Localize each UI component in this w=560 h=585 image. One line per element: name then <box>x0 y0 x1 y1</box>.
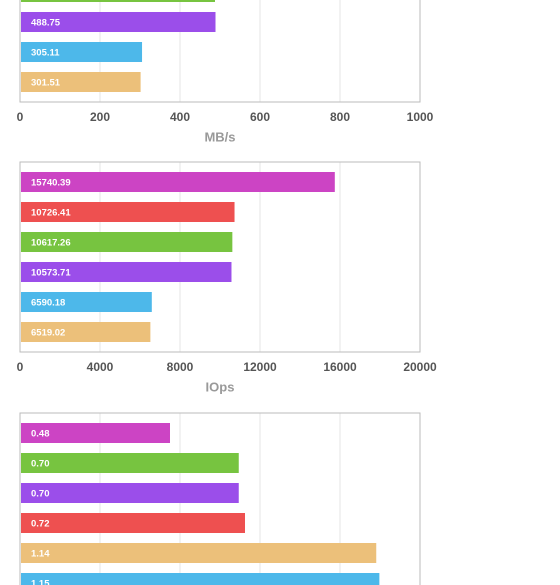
bar <box>21 72 141 92</box>
value-label: 6519.02 <box>31 328 65 339</box>
bar <box>21 0 215 2</box>
bar <box>21 322 151 342</box>
x-tick-label: 600 <box>250 110 270 124</box>
bar <box>21 262 232 282</box>
value-label: 0.70 <box>31 489 50 500</box>
bar <box>21 202 235 222</box>
bar <box>21 513 245 533</box>
plot-frame <box>19 412 421 585</box>
bar <box>21 483 239 503</box>
bar <box>21 292 152 312</box>
bar <box>21 42 143 62</box>
x-tick-label: 400 <box>170 110 190 124</box>
value-label: 0.72 <box>31 519 50 530</box>
value-label: 0.70 <box>31 459 50 470</box>
x-axis-label: IOps <box>206 379 235 394</box>
value-label: 1.15 <box>31 579 50 585</box>
plot-frame <box>19 0 421 103</box>
x-tick-label: 800 <box>330 110 350 124</box>
value-label: 305.11 <box>31 48 60 59</box>
x-tick-label: 12000 <box>243 360 277 374</box>
x-tick-label: 0 <box>17 110 24 124</box>
bar <box>21 453 239 473</box>
bar <box>21 543 377 563</box>
x-tick-label: 20000 <box>403 360 437 374</box>
bar <box>21 423 170 443</box>
x-tick-label: 200 <box>90 110 110 124</box>
x-tick-label: 16000 <box>323 360 357 374</box>
value-label: 10573.71 <box>31 268 71 279</box>
plot-frame <box>19 161 421 353</box>
value-label: 10617.26 <box>31 238 71 249</box>
value-label: 488.75 <box>31 18 61 29</box>
value-label: 15740.39 <box>31 178 71 189</box>
value-label: 301.51 <box>31 78 61 89</box>
x-tick-label: 1000 <box>407 110 434 124</box>
x-tick-label: 8000 <box>167 360 194 374</box>
bar <box>21 232 233 252</box>
bar <box>21 12 216 32</box>
bar <box>21 172 335 192</box>
value-label: 10726.41 <box>31 208 71 219</box>
value-label: 6590.18 <box>31 298 65 309</box>
bar <box>21 573 380 585</box>
value-label: 1.14 <box>31 549 50 560</box>
x-axis-label: MB/s <box>204 129 235 144</box>
value-label: 0.48 <box>31 429 50 440</box>
x-tick-label: 4000 <box>87 360 114 374</box>
x-tick-label: 0 <box>17 360 24 374</box>
